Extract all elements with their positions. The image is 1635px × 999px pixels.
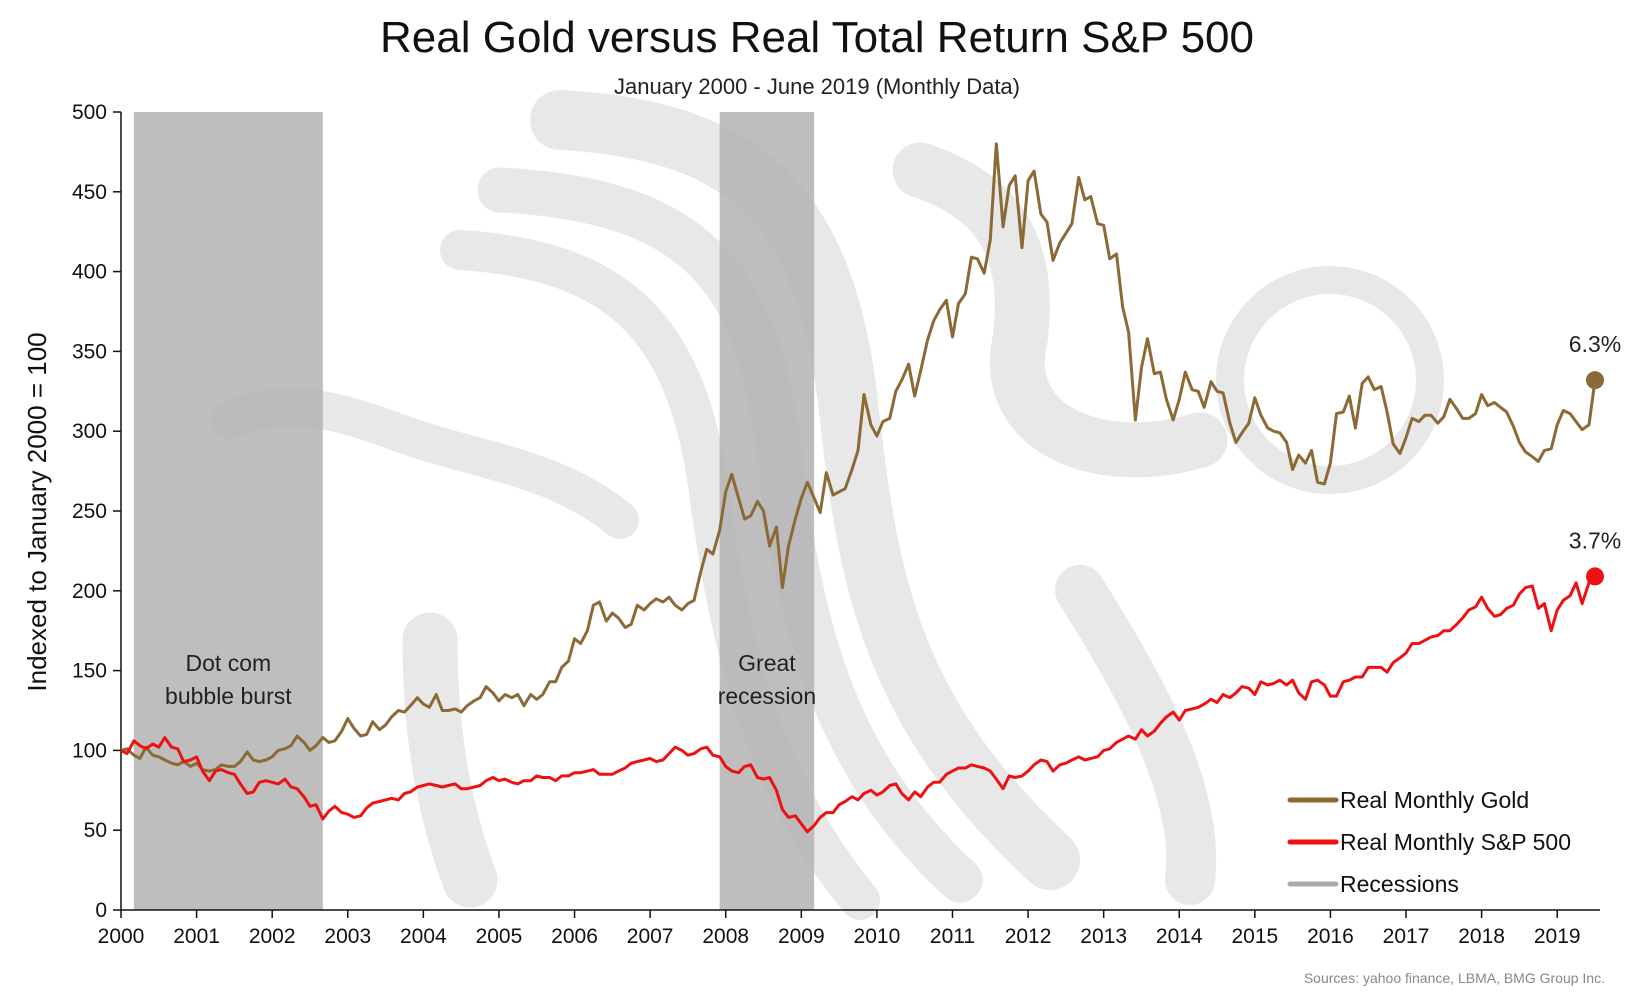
x-tick-label: 2009 (778, 925, 825, 948)
x-tick-label: 2002 (249, 925, 296, 948)
sp500-end-marker (1586, 567, 1604, 586)
recession-band (719, 112, 815, 910)
y-tick-label: 450 (72, 181, 107, 204)
x-tick-label: 2017 (1383, 925, 1430, 948)
chart-subtitle: January 2000 - June 2019 (Monthly Data) (614, 74, 1020, 99)
y-ticks: 0 50 100 150 200 250 300 350 400 450 500 (72, 101, 121, 922)
recession-labels: Dot com bubble burst Great recession (165, 650, 816, 709)
y-tick-label: 300 (72, 420, 107, 443)
gold-series-line (120, 142, 1597, 773)
x-tick-label: 2008 (702, 925, 749, 948)
series-layer: 6.3% 3.7% (120, 142, 1621, 834)
x-tick-label: 2004 (400, 925, 447, 948)
x-tick-label: 2011 (930, 925, 975, 948)
y-axis-label: Indexed to January 2000 = 100 (22, 332, 52, 691)
x-tick-label: 2010 (854, 925, 901, 948)
y-tick-label: 500 (72, 101, 107, 124)
x-tick-label: 2005 (476, 925, 523, 948)
y-tick-label: 250 (72, 500, 107, 523)
y-tick-label: 0 (95, 899, 107, 922)
x-tick-label: 2014 (1156, 925, 1203, 948)
y-tick-label: 150 (72, 660, 107, 683)
x-tick-label: 2015 (1231, 925, 1278, 948)
gold-end-label: 6.3% (1569, 331, 1621, 357)
x-tick-label: 2003 (324, 925, 371, 948)
legend-item-sp500: Real Monthly S&P 500 (1287, 829, 1571, 855)
x-tick-label: 2006 (551, 925, 598, 948)
x-tick-label: 2019 (1534, 925, 1581, 948)
y-tick-label: 100 (72, 739, 107, 762)
source-note: Sources: yahoo finance, LBMA, BMG Group … (1304, 970, 1605, 986)
x-tick-label: 2000 (98, 925, 145, 948)
legend-label-recessions: Recessions (1340, 871, 1459, 897)
x-tick-label: 2001 (173, 925, 220, 948)
sp500-series-line (120, 575, 1597, 834)
legend: Real Monthly Gold Real Monthly S&P 500 R… (1287, 787, 1571, 897)
recession-label: recession (718, 683, 816, 709)
legend-label-gold: Real Monthly Gold (1340, 787, 1529, 813)
x-tick-label: 2007 (627, 925, 674, 948)
legend-item-recessions: Recessions (1287, 871, 1459, 897)
recession-label: bubble burst (165, 683, 292, 709)
x-tick-label: 2016 (1307, 925, 1354, 948)
y-tick-label: 200 (72, 580, 107, 603)
legend-label-sp500: Real Monthly S&P 500 (1340, 829, 1571, 855)
gold-end-marker (1586, 371, 1604, 390)
x-tick-label: 2012 (1005, 925, 1052, 948)
recession-label: Dot com (186, 650, 272, 676)
recession-band (133, 112, 323, 910)
x-tick-label: 2018 (1458, 925, 1505, 948)
y-tick-label: 400 (72, 261, 107, 284)
recession-label: Great (738, 650, 796, 676)
legend-item-gold: Real Monthly Gold (1287, 787, 1529, 813)
chart-title: Real Gold versus Real Total Return S&P 5… (380, 13, 1254, 62)
sp500-end-label: 3.7% (1569, 527, 1621, 553)
x-tick-label: 2013 (1080, 925, 1127, 948)
x-ticks: 2000 2001 2002 2003 2004 2005 2006 2007 2008 2009… (98, 910, 1581, 948)
y-tick-label: 50 (84, 819, 107, 842)
watermark-logo (211, 90, 1444, 920)
y-tick-label: 350 (72, 340, 107, 363)
